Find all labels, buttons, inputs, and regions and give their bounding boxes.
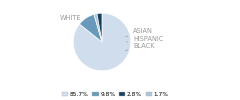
Text: WHITE: WHITE	[60, 15, 92, 21]
Text: BLACK: BLACK	[126, 43, 155, 51]
Wedge shape	[94, 14, 102, 42]
Wedge shape	[79, 14, 102, 42]
Wedge shape	[73, 13, 131, 71]
Legend: 85.7%, 9.8%, 2.8%, 1.7%: 85.7%, 9.8%, 2.8%, 1.7%	[61, 92, 169, 97]
Text: ASIAN: ASIAN	[126, 28, 153, 37]
Wedge shape	[97, 13, 102, 42]
Text: HISPANIC: HISPANIC	[126, 36, 163, 42]
